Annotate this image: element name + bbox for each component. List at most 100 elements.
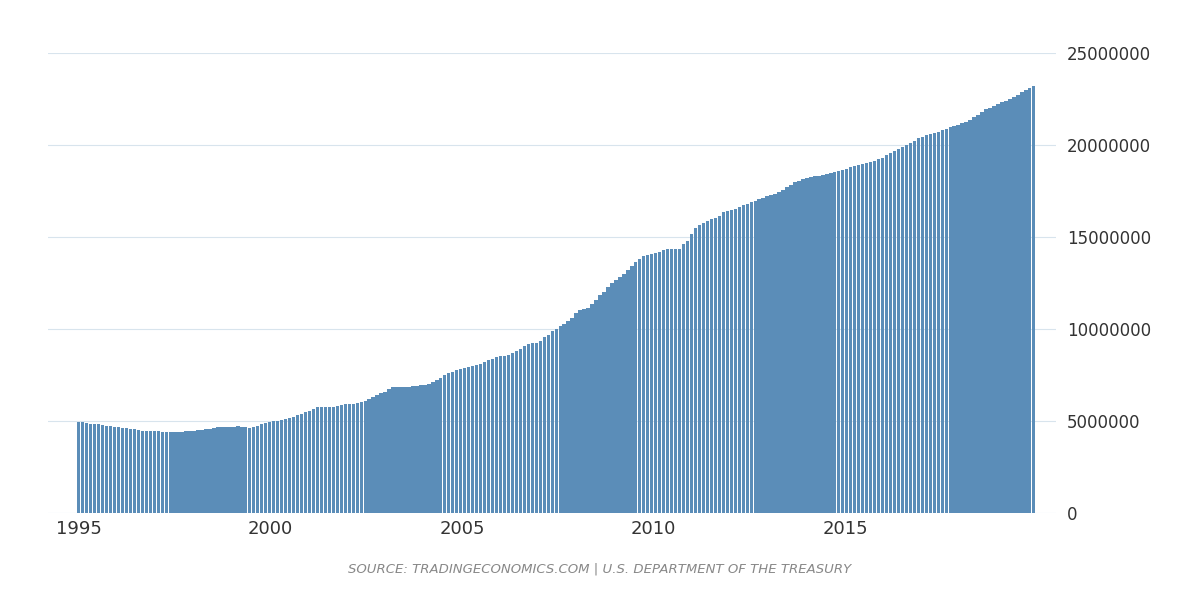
Bar [511, 353, 514, 513]
Bar [364, 401, 367, 513]
Bar [260, 424, 264, 513]
Bar [908, 143, 912, 513]
Bar [578, 310, 582, 513]
Bar [209, 428, 211, 513]
Bar [535, 343, 538, 513]
Bar [721, 212, 725, 513]
Bar [192, 431, 196, 513]
Text: SOURCE: TRADINGECONOMICS.COM | U.S. DEPARTMENT OF THE TREASURY: SOURCE: TRADINGECONOMICS.COM | U.S. DEPA… [348, 562, 852, 575]
Bar [726, 211, 730, 513]
Bar [984, 110, 988, 513]
Bar [173, 432, 176, 513]
Bar [745, 204, 749, 513]
Bar [264, 423, 268, 513]
Bar [113, 427, 116, 513]
Bar [750, 202, 752, 513]
Bar [137, 430, 140, 513]
Bar [482, 362, 486, 513]
Bar [709, 219, 713, 513]
Bar [618, 277, 622, 513]
Bar [185, 431, 188, 513]
Bar [977, 115, 979, 513]
Bar [1001, 102, 1003, 513]
Bar [682, 244, 685, 513]
Bar [714, 218, 718, 513]
Bar [575, 313, 578, 513]
Bar [797, 181, 800, 513]
Bar [296, 415, 299, 513]
Bar [140, 431, 144, 513]
Bar [244, 428, 247, 513]
Bar [200, 430, 204, 513]
Bar [427, 384, 431, 513]
Bar [570, 317, 574, 513]
Bar [307, 411, 311, 513]
Bar [343, 404, 347, 513]
Bar [838, 171, 840, 513]
Bar [133, 430, 136, 513]
Bar [702, 223, 706, 513]
Bar [650, 254, 654, 513]
Bar [276, 421, 280, 513]
Bar [766, 196, 769, 513]
Bar [757, 199, 761, 513]
Bar [893, 150, 896, 513]
Bar [1032, 86, 1036, 513]
Bar [256, 426, 259, 513]
Bar [563, 323, 566, 513]
Bar [415, 386, 419, 513]
Bar [826, 174, 828, 513]
Bar [587, 309, 589, 513]
Bar [932, 133, 936, 513]
Bar [499, 356, 502, 513]
Bar [80, 422, 84, 513]
Bar [1012, 97, 1015, 513]
Bar [626, 270, 630, 513]
Bar [546, 335, 550, 513]
Bar [956, 124, 960, 513]
Bar [774, 194, 776, 513]
Bar [1024, 90, 1027, 513]
Bar [785, 188, 788, 513]
Bar [391, 388, 395, 513]
Bar [706, 221, 709, 513]
Bar [670, 249, 673, 513]
Bar [77, 422, 80, 513]
Bar [539, 341, 542, 513]
Bar [152, 431, 156, 513]
Bar [594, 300, 598, 513]
Bar [451, 372, 455, 513]
Bar [379, 394, 383, 513]
Bar [622, 274, 625, 513]
Bar [733, 209, 737, 513]
Bar [762, 198, 764, 513]
Bar [972, 117, 976, 513]
Bar [487, 360, 491, 513]
Bar [530, 343, 534, 513]
Bar [869, 162, 872, 513]
Bar [865, 163, 869, 513]
Bar [925, 135, 928, 513]
Bar [348, 404, 350, 513]
Bar [905, 145, 908, 513]
Bar [646, 255, 649, 513]
Bar [460, 369, 462, 513]
Bar [448, 373, 450, 513]
Bar [352, 404, 355, 513]
Bar [1016, 95, 1020, 513]
Bar [216, 427, 220, 513]
Bar [280, 421, 283, 513]
Bar [523, 346, 526, 513]
Bar [316, 408, 319, 513]
Bar [730, 211, 733, 513]
Bar [180, 432, 184, 513]
Bar [403, 387, 407, 513]
Bar [164, 432, 168, 513]
Bar [948, 127, 952, 513]
Bar [558, 326, 562, 513]
Bar [802, 179, 805, 513]
Bar [658, 252, 661, 513]
Bar [860, 164, 864, 513]
Bar [920, 136, 924, 513]
Bar [272, 421, 275, 513]
